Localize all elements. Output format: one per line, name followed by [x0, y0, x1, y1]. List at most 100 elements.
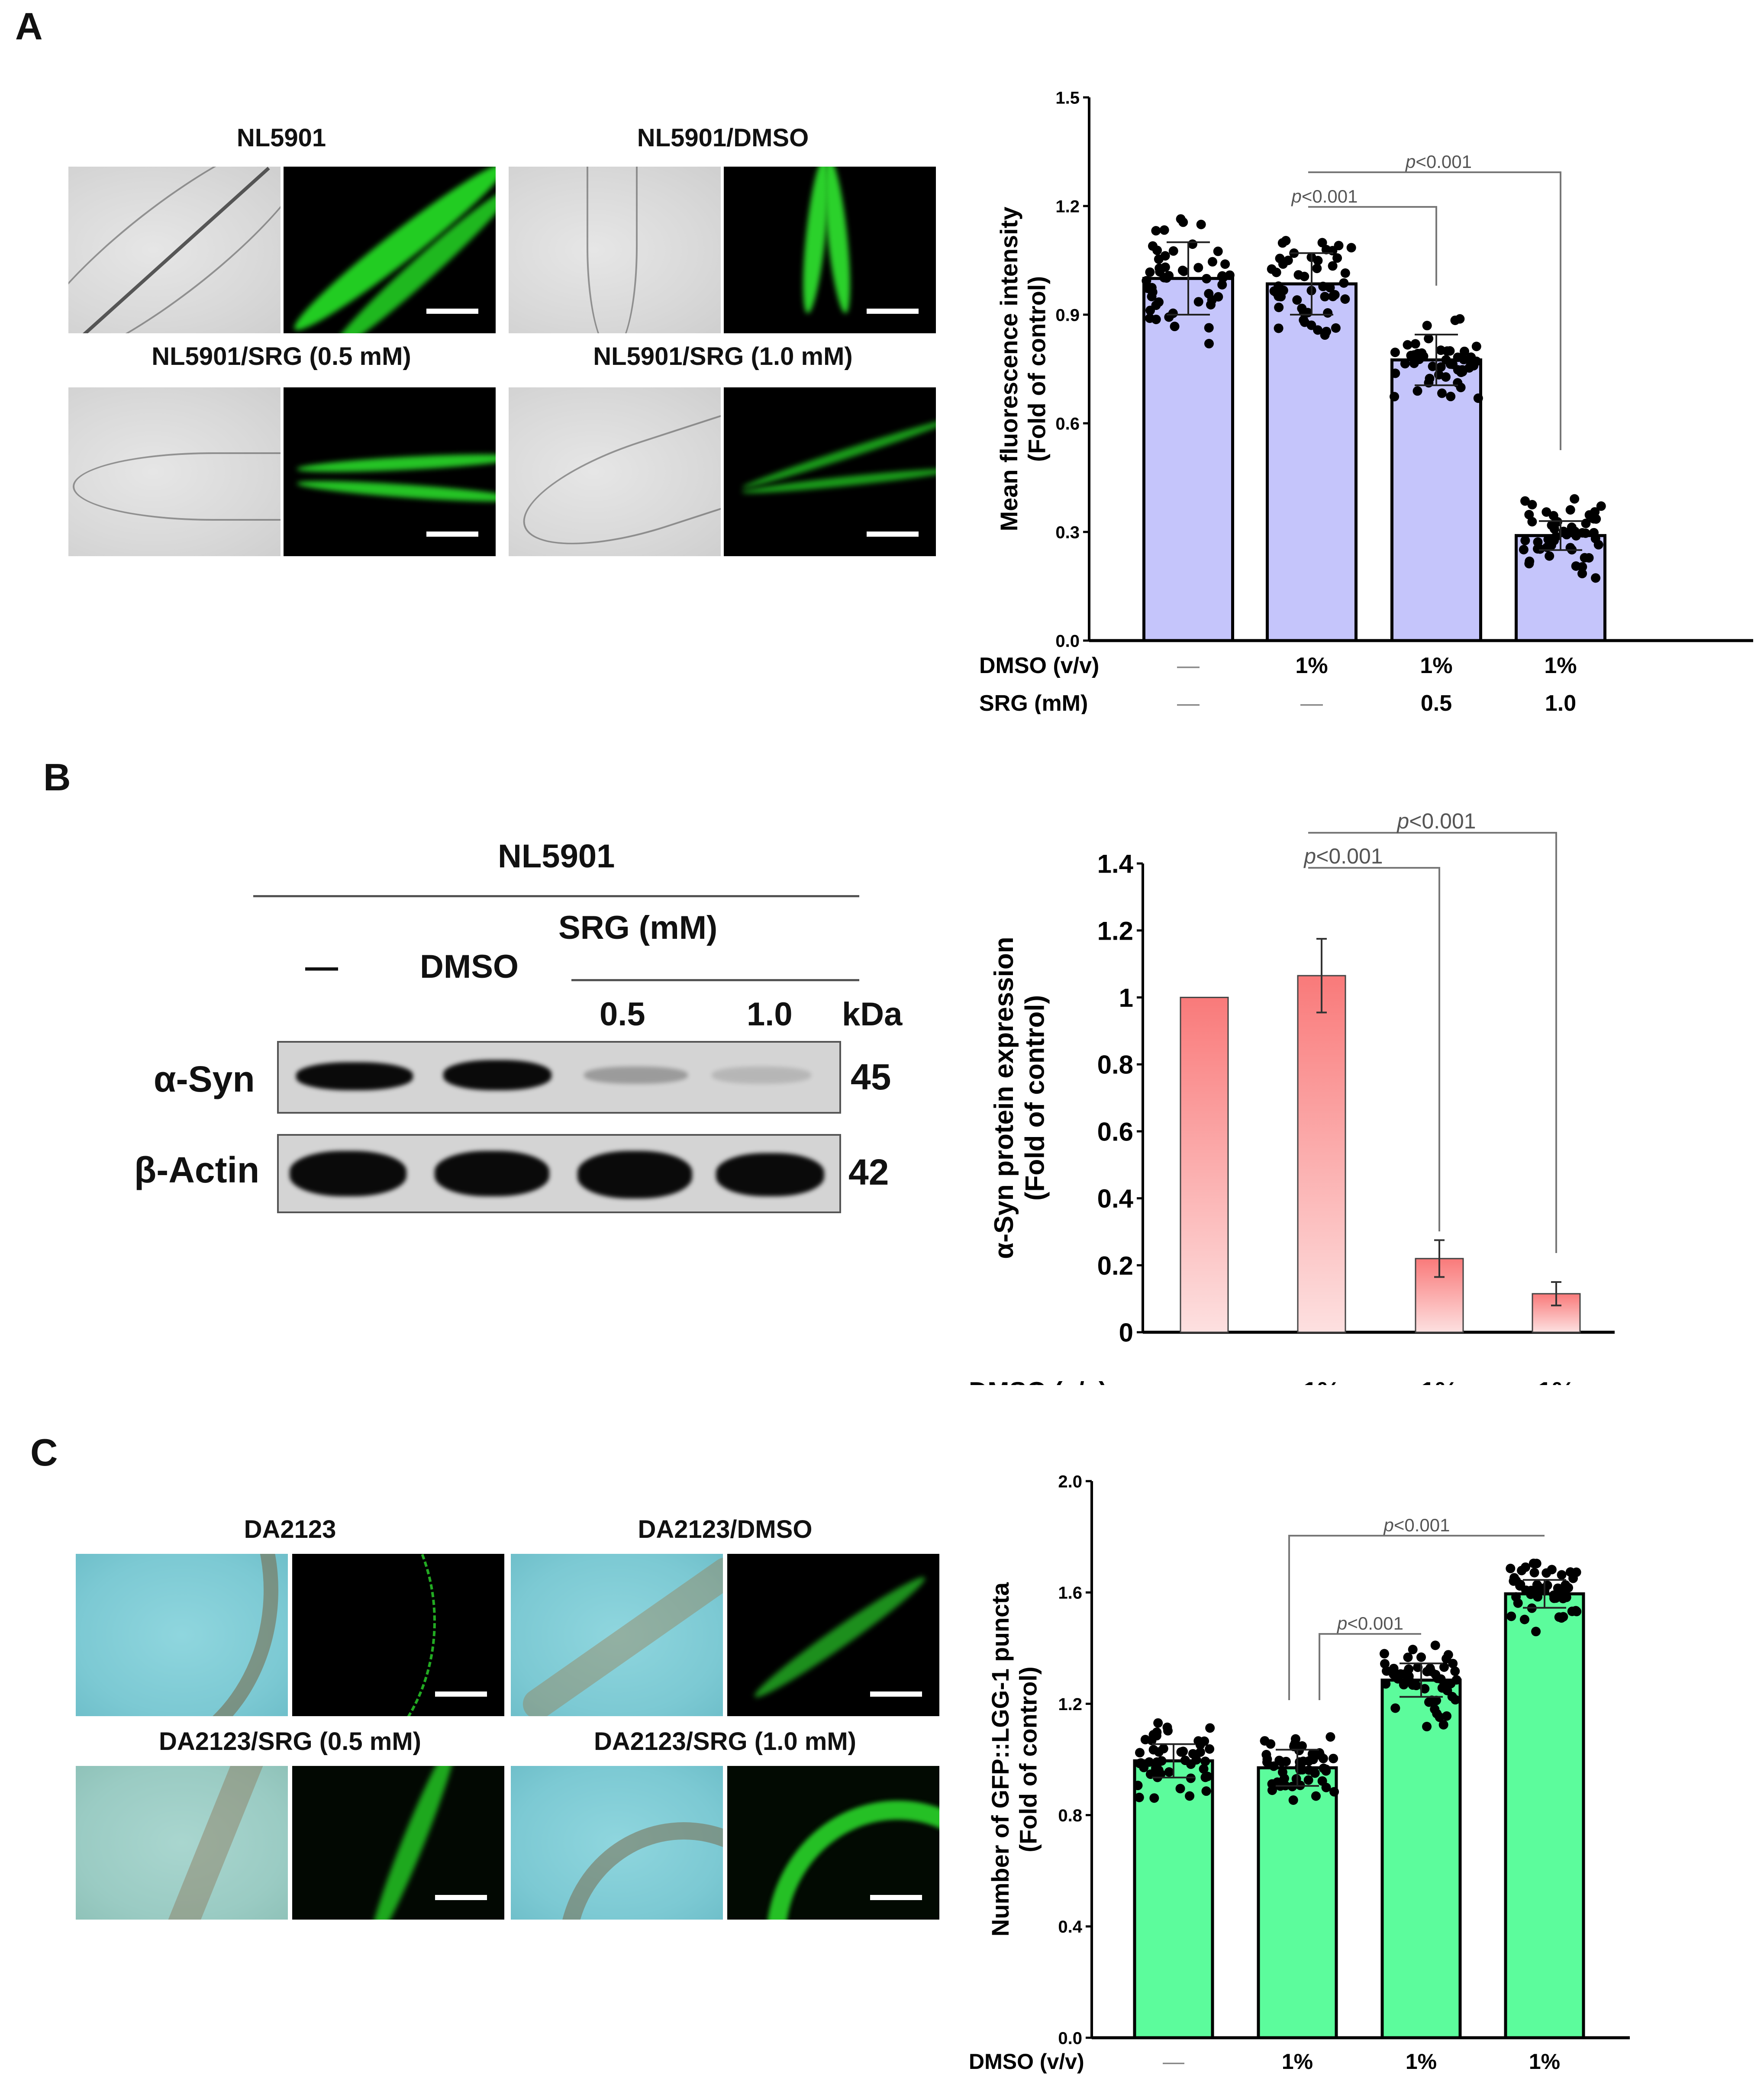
- y-tick-label: 0.8: [1097, 1050, 1133, 1079]
- image-title: NL5901/DMSO: [637, 124, 809, 152]
- significance-bracket: [1308, 867, 1440, 1231]
- scale-bar: [435, 1691, 487, 1697]
- y-tick-label: 0.2: [1097, 1251, 1133, 1280]
- bar: [1142, 277, 1234, 642]
- condition-value: —: [1177, 653, 1200, 678]
- condition-value: 1%: [1295, 653, 1328, 678]
- bar: [1297, 975, 1346, 1333]
- bar: [1257, 1766, 1338, 2039]
- bar: [1180, 996, 1229, 1333]
- brightfield-image: [68, 387, 281, 556]
- condition-row-label: DMSO (v/v): [969, 2049, 1084, 2074]
- condition-value: —: [1300, 691, 1323, 714]
- condition-value: 0.5: [1421, 691, 1452, 714]
- kda-value: 42: [848, 1152, 889, 1192]
- fluorescence-image: [292, 1766, 504, 1920]
- condition-value: 1%: [1529, 2049, 1560, 2074]
- chart-B-plot: 0 0.2 0.4 0.6 0.8 1 1.2 1.4 α-Syn protein expres…: [969, 809, 1615, 1385]
- p-value-label: p<0.001: [1405, 151, 1472, 172]
- lane-header-srg-high: 1.0: [747, 996, 793, 1033]
- y-axis-label: Mean fluorescence intensity(Fold of cont…: [995, 206, 1050, 531]
- condition-value: —: [1191, 1377, 1217, 1385]
- significance-bracket: [1319, 1633, 1421, 1700]
- y-tick-label: 1.6: [1058, 1584, 1082, 1603]
- image-title: NL5901: [236, 124, 326, 152]
- fluorescence-image: [727, 1766, 939, 1920]
- kda-value: 45: [851, 1057, 891, 1097]
- y-tick-label: 0.4: [1097, 1184, 1134, 1213]
- bar: [1515, 534, 1606, 642]
- chart-a: 0.0 0.3 0.6 0.9 1.2 1.5 Mean fluorescence inte…: [979, 88, 1753, 714]
- significance-bracket: [1308, 171, 1561, 450]
- chart-A-plot: 0.0 0.3 0.6 0.9 1.2 1.5 Mean fluorescence inte…: [979, 88, 1753, 714]
- condition-value: 1.0: [1545, 691, 1576, 714]
- scale-bar: [867, 309, 919, 314]
- image-title: DA2123/SRG (1.0 mM): [594, 1727, 856, 1756]
- panel-label-c: C: [30, 1431, 58, 1474]
- y-tick-label: 0.6: [1055, 414, 1080, 433]
- y-tick-label: 1.2: [1058, 1695, 1082, 1714]
- y-tick-label: 0: [1119, 1318, 1133, 1347]
- condition-value: 1%: [1420, 653, 1452, 678]
- fluorescence-image: [724, 167, 936, 333]
- p-value-label: p<0.001: [1303, 844, 1383, 868]
- blot-strip-beta-actin: [277, 1134, 841, 1213]
- bar: [1380, 1679, 1462, 2039]
- y-axis-label: α-Syn protein expression(Fold of control…: [989, 937, 1050, 1259]
- significance-bracket: [1308, 832, 1557, 1253]
- lane-header-srg-low: 0.5: [600, 996, 645, 1033]
- y-tick-label: 1.2: [1097, 916, 1133, 945]
- p-value-label: p<0.001: [1336, 1613, 1403, 1633]
- strain-divider: [253, 895, 859, 897]
- y-tick-label: 2.0: [1058, 1472, 1082, 1491]
- y-tick-label: 0.0: [1055, 631, 1080, 651]
- brightfield-image: [509, 387, 721, 556]
- image-title: NL5901/SRG (0.5 mM): [152, 342, 411, 370]
- p-value-label: p<0.001: [1291, 186, 1358, 206]
- srg-divider: [571, 979, 859, 981]
- condition-row-label: DMSO (v/v): [979, 653, 1099, 678]
- lane-header-dmso: DMSO: [420, 948, 519, 985]
- condition-value: 1%: [1421, 1377, 1458, 1385]
- lane-header-control: —: [305, 948, 338, 985]
- y-tick-label: 1.2: [1055, 197, 1080, 216]
- y-tick-label: 0.0: [1058, 2029, 1082, 2048]
- image-title: DA2123/DMSO: [638, 1515, 813, 1543]
- protein-label: β-Actin: [134, 1150, 260, 1190]
- condition-value: 1%: [1538, 1377, 1575, 1385]
- brightfield-image: [511, 1766, 723, 1920]
- bar: [1504, 1592, 1585, 2039]
- brightfield-image: [68, 167, 281, 333]
- y-tick-label: 1.4: [1097, 850, 1134, 879]
- fluorescence-image: [292, 1554, 504, 1716]
- chart-b: 0 0.2 0.4 0.6 0.8 1 1.2 1.4 α-Syn protein expres…: [969, 809, 1615, 1385]
- significance-bracket: [1308, 206, 1437, 286]
- condition-row-label: SRG (mM): [979, 691, 1088, 714]
- y-tick-label: 0.6: [1097, 1117, 1133, 1146]
- condition-value: 1%: [1282, 2049, 1313, 2074]
- y-tick-label: 0.9: [1055, 306, 1080, 325]
- y-tick-label: 0.8: [1058, 1806, 1082, 1825]
- image-title: DA2123/SRG (0.5 mM): [159, 1727, 421, 1756]
- fluorescence-image: [727, 1554, 939, 1716]
- blot-strip-alpha-syn: [277, 1041, 841, 1114]
- p-value-label: p<0.001: [1396, 809, 1476, 833]
- kda-label: kDa: [842, 996, 903, 1033]
- fluorescence-image: [284, 387, 496, 556]
- fluorescence-image: [284, 167, 496, 333]
- image-title: NL5901/SRG (1.0 mM): [593, 342, 853, 370]
- brightfield-image: [511, 1554, 723, 1716]
- bar: [1266, 282, 1358, 642]
- scale-bar: [426, 309, 478, 314]
- panel-label-b: B: [43, 756, 71, 799]
- scale-bar: [870, 1691, 922, 1697]
- y-tick-label: 1: [1119, 983, 1133, 1012]
- scale-bar: [870, 1895, 922, 1900]
- scale-bar: [867, 532, 919, 537]
- scale-bar: [426, 532, 478, 537]
- condition-value: —: [1163, 2049, 1184, 2074]
- y-tick-label: 0.4: [1058, 1917, 1082, 1936]
- p-value-label: p<0.001: [1383, 1515, 1450, 1535]
- protein-label: α-Syn: [154, 1059, 255, 1099]
